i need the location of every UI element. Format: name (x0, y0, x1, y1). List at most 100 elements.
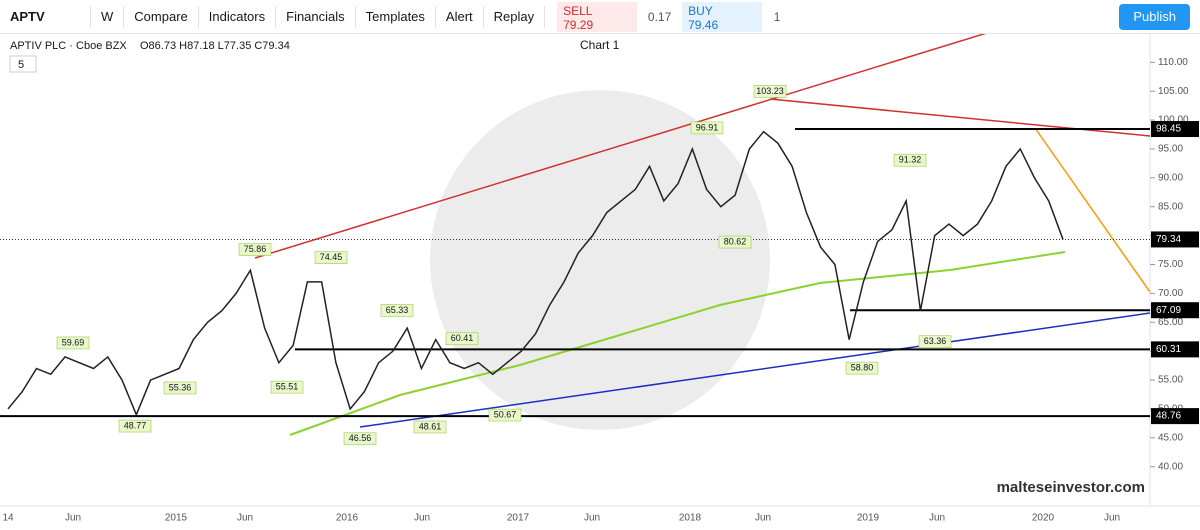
price-label: 98.45 (1156, 124, 1181, 135)
x-tick-label: 2016 (336, 513, 359, 524)
x-tick-label: Jun (755, 513, 771, 524)
price-label: 67.09 (1156, 305, 1181, 316)
y-tick-label: 45.00 (1158, 432, 1183, 443)
sell-label: SELL (563, 3, 593, 18)
x-tick-label: Jun (929, 513, 945, 524)
x-tick-label: Jun (584, 513, 600, 524)
x-tick-label: 2018 (679, 513, 702, 524)
button[interactable]: Indicators (199, 5, 277, 28)
annotation: 48.61 (419, 421, 442, 431)
annotation: 65.33 (386, 305, 409, 315)
button[interactable]: Compare (124, 5, 199, 28)
x-tick-label: 2020 (1032, 513, 1055, 524)
collapse: 5 (18, 59, 24, 71)
x-tick-label: 14 (2, 513, 14, 524)
button[interactable]: Templates (356, 5, 436, 28)
x-tick-label: Jun (65, 513, 81, 524)
y-tick-label: 100.00 (1158, 115, 1189, 126)
y-tick-label: 75.00 (1158, 259, 1183, 270)
annotation: 48.77 (124, 420, 147, 430)
annotation-box (718, 235, 752, 249)
annotation-box (918, 335, 952, 349)
annotation: 96.91 (696, 122, 719, 132)
annotation: 50.67 (494, 409, 517, 419)
trade-panel: SELL 79.29 0.17 BUY 79.46 1 (557, 1, 792, 32)
y-tick-label: 55.00 (1158, 375, 1183, 386)
y-tick-label: 40.00 (1158, 461, 1183, 472)
trend-line (1034, 127, 1151, 293)
chart: APTIV PLC · Cboe BZX O86.73 H87.18 L77.3… (0, 34, 1200, 524)
publish-button[interactable]: Publish (1119, 4, 1190, 30)
annotation: 60.41 (451, 333, 474, 343)
annotation: 59.69 (62, 337, 85, 347)
y-tick-label: 70.00 (1158, 288, 1183, 299)
button[interactable]: Replay (484, 5, 546, 28)
annotation-box (163, 381, 197, 395)
trend-line (769, 98, 1151, 137)
x-tick-label: 2019 (857, 513, 880, 524)
annotation-box (690, 121, 724, 135)
price-box (1151, 341, 1199, 358)
button[interactable]: Alert (436, 5, 484, 28)
x-tick-label: 2017 (507, 513, 530, 524)
buy[interactable]: BUY 79.46 (682, 1, 763, 32)
buy-label: BUY (688, 3, 713, 18)
toolbar: APTV W Compare Indicators Financials Tem… (0, 0, 1200, 34)
x-tick-label: Jun (1104, 513, 1120, 524)
sell-price: 79.29 (563, 17, 594, 32)
annotation-box (413, 420, 447, 434)
y-tick-label: 110.00 (1158, 57, 1188, 68)
trend-line (359, 312, 1151, 428)
price-label: 60.31 (1156, 344, 1181, 355)
annotation-box (118, 419, 152, 433)
annotation-box (314, 251, 348, 264)
ohlc: O86.73 H87.18 L77.35 C79.34 (140, 40, 290, 52)
annotation: 80.62 (724, 236, 747, 246)
annotation: 55.51 (276, 381, 299, 391)
x-tick-label: 2015 (165, 513, 188, 524)
annotation-box (56, 336, 90, 350)
quantity[interactable]: 1 (773, 9, 781, 24)
annotation-box (893, 153, 927, 167)
annotation-box (343, 432, 377, 446)
watermark: malteseinvestor.com (997, 479, 1145, 496)
annotation-box (238, 243, 272, 256)
price-box (1151, 231, 1199, 248)
y-tick-label: 95.00 (1158, 144, 1183, 155)
chart-title: Chart 1 (580, 38, 620, 52)
button[interactable]: Financials (276, 5, 356, 28)
annotation-box (445, 332, 479, 346)
annotation: 75.86 (244, 244, 267, 254)
sell[interactable]: SELL 79.29 (557, 1, 638, 32)
price-line (7, 130, 1064, 417)
instrument: APTIV PLC · Cboe BZX (10, 40, 127, 52)
price-box (1151, 121, 1199, 138)
price-box (1151, 302, 1199, 319)
annotation-box (270, 380, 304, 394)
y-tick-label: 65.00 (1158, 317, 1183, 328)
x-tick-label: Jun (237, 513, 253, 524)
y-tick-label: 85.00 (1158, 201, 1183, 212)
symbol[interactable]: APTV (0, 5, 91, 28)
price-label: 79.34 (1156, 234, 1181, 245)
annotation-box (488, 408, 522, 422)
price-label: 48.76 (1156, 411, 1181, 422)
annotation-box (380, 304, 414, 317)
annotation: 58.80 (851, 362, 874, 372)
annotation-box (753, 85, 787, 98)
annotation: 74.45 (320, 252, 343, 262)
y-tick-label: 90.00 (1158, 172, 1183, 183)
annotation: 46.56 (349, 433, 372, 443)
annotation-box (845, 361, 879, 375)
buy-price: 79.46 (688, 17, 719, 32)
collapse-box[interactable] (9, 55, 37, 73)
watermark-circle (430, 90, 770, 430)
trend-line (254, 34, 987, 259)
annotation: 103.23 (756, 86, 784, 96)
spread: 0.17 (647, 9, 672, 24)
interval[interactable]: W (91, 5, 125, 28)
y-tick-label: 105.00 (1158, 86, 1189, 97)
x-tick-label: Jun (414, 513, 430, 524)
annotation: 63.36 (924, 336, 947, 346)
